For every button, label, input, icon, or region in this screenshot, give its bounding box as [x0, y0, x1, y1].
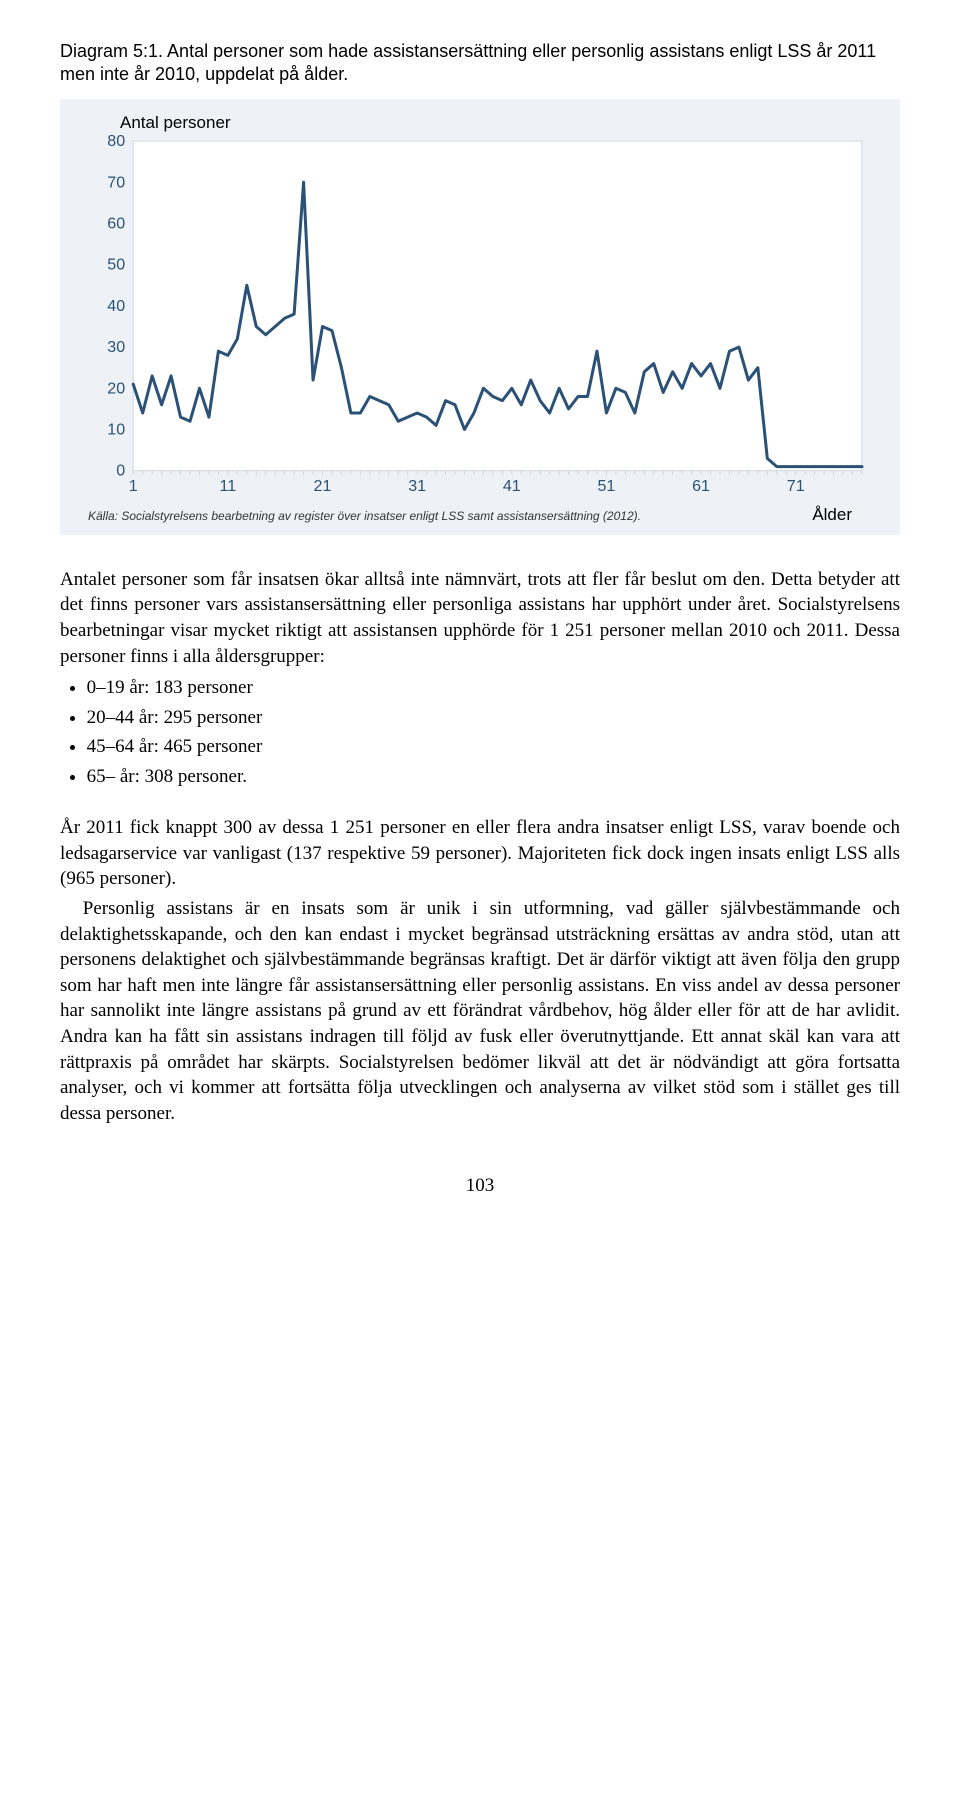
paragraph-1: Antalet personer som får insatsen ökar a… [60, 567, 900, 670]
svg-text:20: 20 [107, 379, 125, 397]
svg-text:51: 51 [597, 477, 615, 495]
svg-text:50: 50 [107, 255, 125, 273]
bullet-item: 65– år: 308 personer. [87, 762, 900, 791]
x-axis-label: Ålder [812, 505, 852, 525]
svg-text:61: 61 [692, 477, 710, 495]
svg-text:70: 70 [107, 173, 125, 191]
svg-text:1: 1 [129, 477, 138, 495]
svg-text:41: 41 [503, 477, 521, 495]
paragraph-3: Personlig assistans är en insats som är … [60, 896, 900, 1127]
y-axis-label: Antal personer [120, 113, 872, 133]
svg-text:40: 40 [107, 297, 125, 315]
svg-text:10: 10 [107, 420, 125, 438]
bullet-item: 0–19 år: 183 personer [87, 673, 900, 702]
svg-text:80: 80 [107, 135, 125, 150]
body-text: Antalet personer som får insatsen ökar a… [60, 567, 900, 1127]
bullet-list: 0–19 år: 183 personer20–44 år: 295 perso… [60, 673, 900, 791]
chart-container: Antal personer 0102030405060708011121314… [60, 99, 900, 535]
svg-text:0: 0 [116, 462, 125, 480]
bullet-item: 45–64 år: 465 personer [87, 732, 900, 761]
page-number: 103 [60, 1175, 900, 1197]
chart-source: Källa: Socialstyrelsens bearbetning av r… [88, 509, 641, 523]
line-chart: 01020304050607080111213141516171 [88, 135, 872, 497]
svg-text:21: 21 [314, 477, 332, 495]
diagram-title: Diagram 5:1. Antal personer som hade ass… [60, 40, 900, 87]
svg-text:71: 71 [787, 477, 805, 495]
bullet-item: 20–44 år: 295 personer [87, 703, 900, 732]
svg-text:31: 31 [408, 477, 426, 495]
svg-text:60: 60 [107, 214, 125, 232]
paragraph-2: År 2011 fick knappt 300 av dessa 1 251 p… [60, 815, 900, 892]
svg-text:30: 30 [107, 338, 125, 356]
svg-text:11: 11 [220, 477, 237, 495]
